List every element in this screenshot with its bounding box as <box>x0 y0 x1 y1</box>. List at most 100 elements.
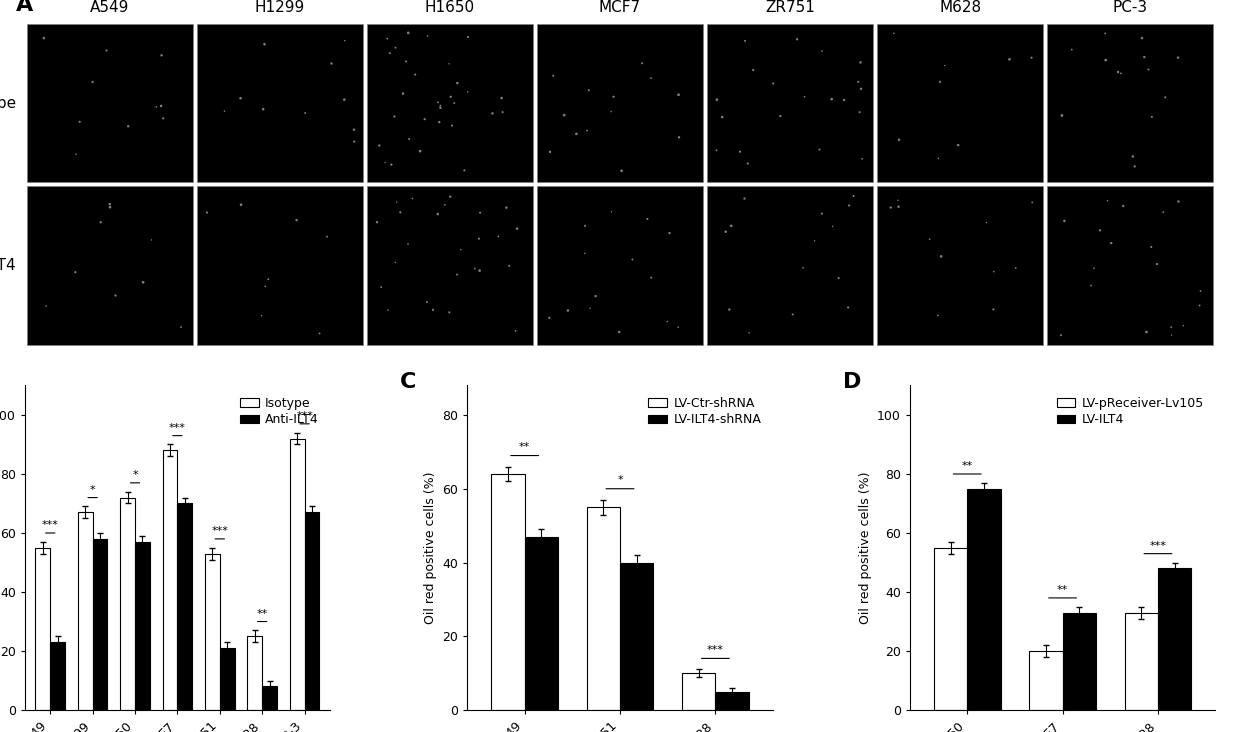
Text: **: ** <box>1056 585 1068 595</box>
Point <box>215 105 234 117</box>
Bar <box>1125 613 1158 710</box>
Bar <box>491 474 525 710</box>
Point <box>489 231 508 242</box>
Point <box>577 124 596 136</box>
Point <box>738 157 758 169</box>
Text: ***: *** <box>42 520 58 530</box>
Text: C: C <box>401 373 417 392</box>
Point <box>197 206 217 218</box>
Point <box>423 304 443 315</box>
Point <box>492 106 512 118</box>
Point <box>469 233 489 244</box>
Point <box>601 206 621 217</box>
Point <box>105 290 125 302</box>
Bar <box>177 504 192 710</box>
Point <box>429 116 449 128</box>
Point <box>812 45 832 57</box>
Bar <box>934 548 967 710</box>
Point <box>378 305 398 316</box>
Point <box>712 111 732 123</box>
Bar <box>525 537 558 710</box>
Point <box>670 132 689 143</box>
Point <box>253 103 273 115</box>
Point <box>500 260 520 272</box>
Point <box>1052 329 1071 341</box>
Point <box>310 328 330 340</box>
Bar <box>51 642 64 710</box>
Point <box>371 281 391 293</box>
Bar <box>36 548 51 710</box>
Point <box>575 247 595 259</box>
Point <box>231 199 250 211</box>
Point <box>440 191 460 203</box>
Point <box>386 256 405 268</box>
FancyBboxPatch shape <box>707 186 873 345</box>
Point <box>1137 326 1157 337</box>
Point <box>888 195 908 206</box>
Point <box>335 35 355 47</box>
Point <box>83 76 103 88</box>
Point <box>929 152 949 164</box>
Point <box>146 101 166 113</box>
Point <box>33 32 53 44</box>
Point <box>585 291 605 302</box>
Point <box>632 57 652 69</box>
Text: ***: *** <box>296 411 312 421</box>
Point <box>707 94 727 105</box>
Bar <box>715 692 749 710</box>
FancyBboxPatch shape <box>707 24 873 182</box>
Point <box>851 56 870 68</box>
Point <box>1114 200 1133 212</box>
Point <box>641 72 661 84</box>
Point <box>1125 160 1145 172</box>
Point <box>405 69 425 81</box>
Point <box>848 76 868 88</box>
FancyBboxPatch shape <box>877 24 1043 182</box>
Point <box>1084 262 1104 274</box>
Point <box>668 321 688 333</box>
Bar <box>219 648 234 710</box>
Text: A549: A549 <box>91 1 129 15</box>
Point <box>384 111 404 122</box>
Point <box>345 135 365 147</box>
Point <box>949 139 968 151</box>
Bar <box>205 553 219 710</box>
Point <box>100 198 120 210</box>
Point <box>1153 206 1173 218</box>
Bar <box>1029 651 1063 710</box>
FancyBboxPatch shape <box>877 186 1043 345</box>
Point <box>810 143 830 155</box>
FancyBboxPatch shape <box>537 186 703 345</box>
Point <box>707 144 727 156</box>
Point <box>1123 151 1143 163</box>
Point <box>133 277 153 288</box>
Point <box>171 321 191 333</box>
Text: M628: M628 <box>939 1 981 15</box>
Text: ***: *** <box>211 526 228 536</box>
Point <box>482 108 502 119</box>
Point <box>838 302 858 313</box>
Point <box>430 102 450 113</box>
Point <box>100 201 120 213</box>
Text: D: D <box>843 373 862 392</box>
Point <box>1052 110 1071 122</box>
Bar <box>162 450 177 710</box>
Point <box>448 269 467 280</box>
Point <box>430 100 450 111</box>
Point <box>1173 320 1193 332</box>
Point <box>851 83 870 94</box>
FancyBboxPatch shape <box>367 186 533 345</box>
Point <box>1090 225 1110 236</box>
Point <box>506 325 526 337</box>
Text: Anti-ILT4: Anti-ILT4 <box>0 258 16 273</box>
Point <box>880 201 900 213</box>
Point <box>428 208 448 220</box>
Point <box>622 254 642 266</box>
Text: *: * <box>618 475 622 485</box>
Point <box>470 265 490 277</box>
Point <box>1096 54 1116 66</box>
Point <box>730 146 750 157</box>
Point <box>983 266 1003 277</box>
Point <box>379 48 399 59</box>
Point <box>734 193 754 204</box>
